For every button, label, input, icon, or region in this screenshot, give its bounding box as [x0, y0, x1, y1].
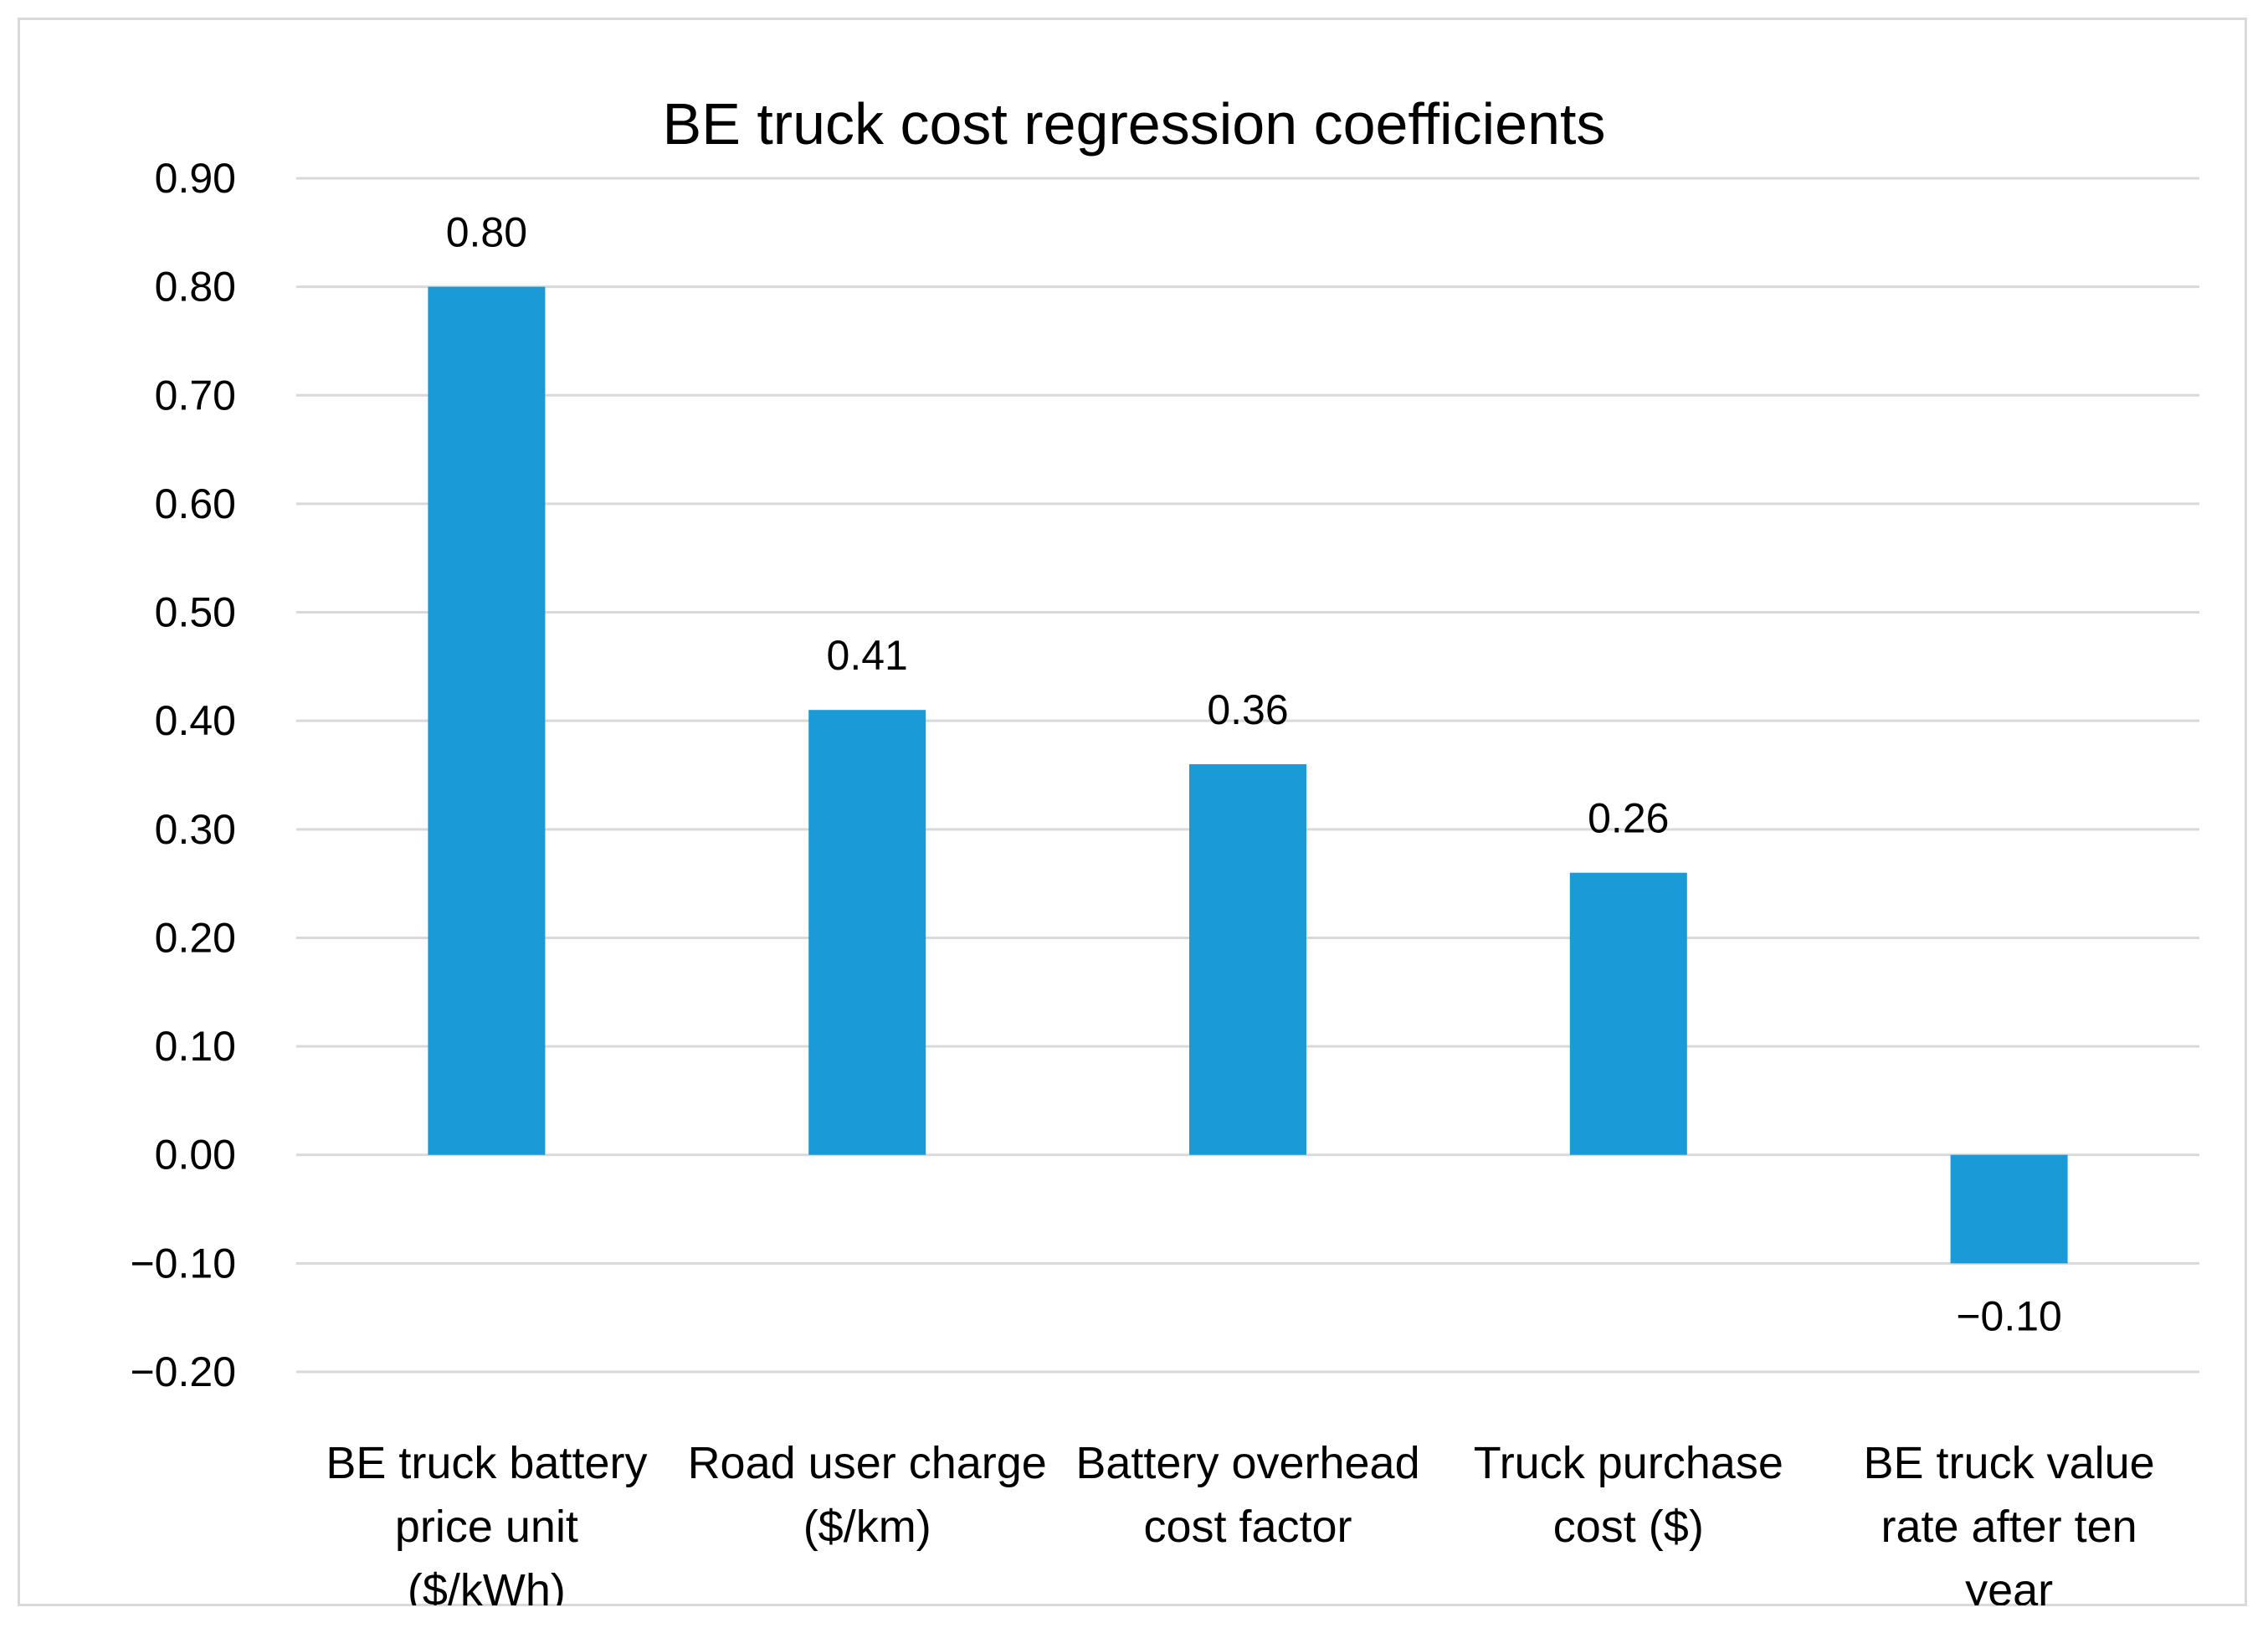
- category-label: BE truck value: [1864, 1438, 2155, 1488]
- y-tick-label: 0.60: [155, 480, 236, 527]
- category-label: Road user charge: [688, 1438, 1047, 1488]
- y-axis-tick-labels: 0.90 0.80 0.70 0.60 0.50 0.40 0.30 0.20 0.10 0.00…: [130, 155, 236, 1395]
- category-label: year: [1965, 1565, 2053, 1605]
- bar: [428, 286, 546, 1155]
- bar: [1569, 872, 1687, 1155]
- y-tick-label: 0.70: [155, 372, 236, 419]
- category-label: cost factor: [1143, 1502, 1352, 1552]
- bar: [1189, 764, 1306, 1155]
- category-label: BE truck battery: [326, 1438, 647, 1488]
- category-label: Truck purchase: [1474, 1438, 1783, 1488]
- data-label: 0.80: [446, 209, 527, 256]
- y-tick-label: 0.00: [155, 1132, 236, 1179]
- category-label: price unit: [395, 1502, 578, 1552]
- category-label: cost ($): [1553, 1502, 1704, 1552]
- category-label: rate after ten: [1881, 1502, 2137, 1552]
- chart-frame: BE truck cost regression coefficients 0.…: [18, 18, 2247, 1606]
- y-tick-label: 0.30: [155, 806, 236, 853]
- data-label: 0.36: [1207, 686, 1288, 733]
- y-tick-label: 0.40: [155, 697, 236, 744]
- category-label: Battery overhead: [1075, 1438, 1419, 1488]
- data-label: 0.41: [827, 632, 908, 679]
- bars: [428, 286, 2068, 1264]
- y-tick-label: −0.10: [130, 1240, 236, 1286]
- x-axis-category-labels: BE truck battery price unit ($/kWh) Road us…: [326, 1438, 2154, 1605]
- y-tick-label: 0.20: [155, 914, 236, 961]
- data-label: 0.26: [1588, 795, 1669, 842]
- bar: [1950, 1154, 2068, 1264]
- data-label: −0.10: [1956, 1292, 2062, 1339]
- y-tick-label: 0.80: [155, 264, 236, 311]
- category-label: ($/km): [803, 1502, 931, 1552]
- y-tick-label: 0.90: [155, 155, 236, 202]
- data-labels: 0.80 0.41 0.36 0.26 −0.10: [446, 209, 2062, 1340]
- bar-chart: BE truck cost regression coefficients 0.…: [130, 91, 2199, 1605]
- bar: [808, 710, 926, 1155]
- category-label: ($/kWh): [408, 1565, 566, 1605]
- y-tick-label: 0.50: [155, 589, 236, 636]
- y-tick-label: 0.10: [155, 1023, 236, 1070]
- chart-title: BE truck cost regression coefficients: [663, 91, 1606, 157]
- y-tick-label: −0.20: [130, 1348, 236, 1395]
